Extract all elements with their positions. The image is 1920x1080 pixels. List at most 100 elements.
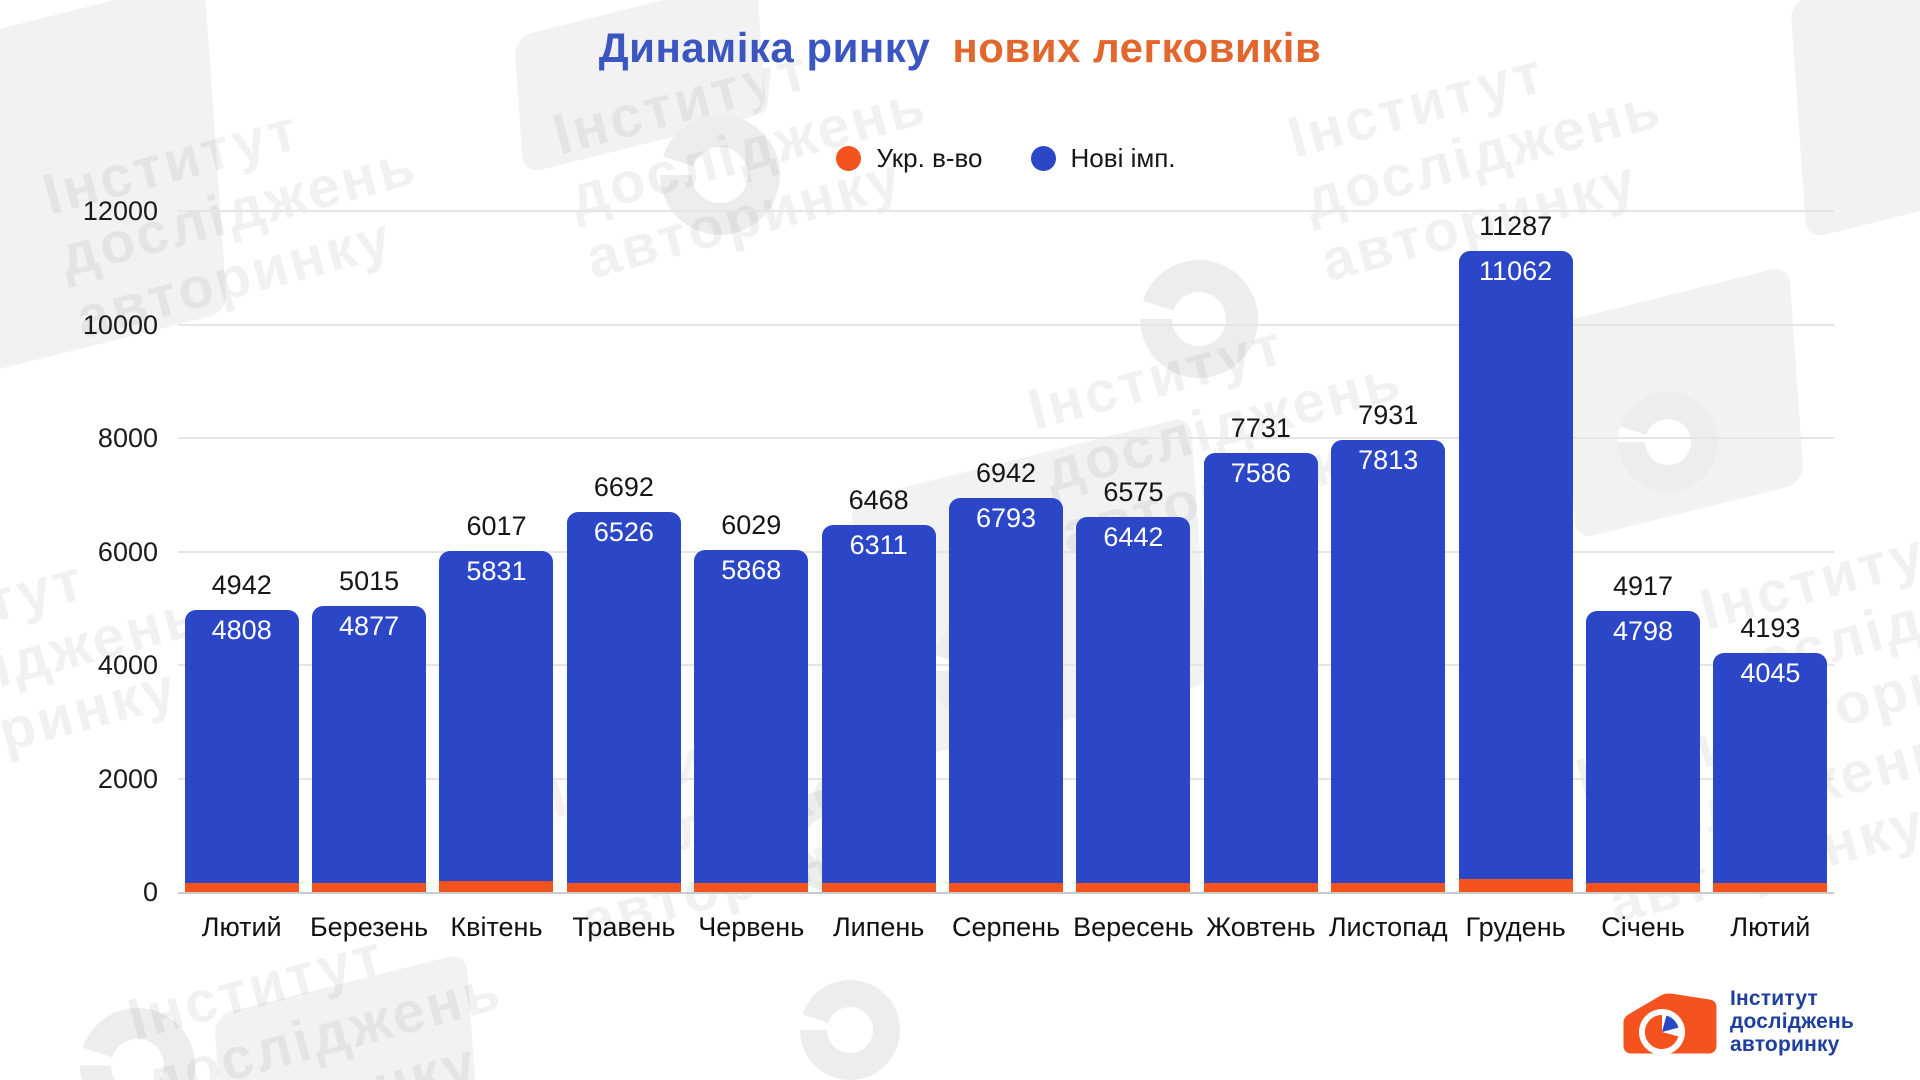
bar-segment-ua-production bbox=[1585, 883, 1700, 892]
x-tick-label-4: Травень bbox=[572, 912, 676, 942]
legend-label-new-imports: Нові імп. bbox=[1070, 143, 1176, 173]
bar-segment-imports: 6311 bbox=[821, 524, 936, 883]
bar-group-5: 6029 5868 bbox=[688, 211, 815, 892]
bar-group-11: 11287 11062 bbox=[1452, 211, 1579, 892]
bar-segment-ua-production bbox=[1713, 883, 1828, 892]
bar-segment-ua-production bbox=[694, 882, 809, 892]
bar-label-imports: 6311 bbox=[849, 529, 908, 560]
legend-item-ua-production: Укр. в-во bbox=[836, 143, 983, 174]
bar-label-imports: 11062 bbox=[1479, 256, 1553, 287]
bar-group-2: 5015 4877 bbox=[305, 211, 432, 892]
bar-group-10: 7931 7813 bbox=[1325, 211, 1452, 892]
x-tick-label-7: Серпень bbox=[951, 912, 1061, 942]
bar-label-imports: 4877 bbox=[339, 611, 400, 642]
bar-label-imports: 7586 bbox=[1230, 457, 1291, 488]
bar-stack: 6311 bbox=[821, 524, 936, 892]
bar-segment-ua-production bbox=[1331, 883, 1446, 892]
y-tick-label-0: 0 bbox=[142, 877, 158, 907]
bar-stack: 11062 bbox=[1458, 251, 1573, 892]
bar-segment-imports: 5831 bbox=[439, 550, 554, 882]
y-tick-label-8000: 8000 bbox=[97, 423, 158, 453]
bar-group-8: 6575 6442 bbox=[1070, 211, 1197, 892]
bar-segment-imports: 4798 bbox=[1585, 610, 1700, 883]
institute-logo: Інститут досліджень авторинку bbox=[1620, 980, 1854, 1062]
bar-segment-imports: 6442 bbox=[1076, 517, 1191, 883]
bar-segment-imports: 7813 bbox=[1331, 439, 1446, 883]
bar-stack: 4045 bbox=[1713, 653, 1828, 892]
bar-label-total: 4193 bbox=[1740, 613, 1801, 644]
bar-segment-ua-production bbox=[1203, 883, 1318, 892]
x-tick-label-13: Лютий bbox=[1730, 912, 1811, 942]
bar-stack: 5831 bbox=[439, 550, 554, 892]
watermark-pie-icon bbox=[660, 115, 780, 235]
legend-label-ua-production: Укр. в-во bbox=[876, 143, 983, 173]
y-tick-label-4000: 4000 bbox=[97, 650, 158, 680]
x-tick-label-9: Жовтень bbox=[1206, 912, 1316, 942]
bars-row: 4942 4808 5015 4877 6017 5831 6692 6526 6029 5868… bbox=[178, 211, 1834, 892]
bar-stack: 4808 bbox=[184, 610, 299, 892]
x-tick-label-12: Січень bbox=[1601, 912, 1685, 942]
x-tick-label-5: Червень bbox=[698, 912, 805, 942]
gridline-10000 bbox=[178, 323, 1834, 326]
chart-title-part1: Динаміка ринку bbox=[598, 24, 931, 71]
bar-segment-imports: 6526 bbox=[566, 512, 681, 883]
bar-label-imports: 6793 bbox=[975, 502, 1037, 533]
bar-group-12: 4917 4798 bbox=[1579, 211, 1706, 892]
bar-label-total: 6942 bbox=[976, 457, 1037, 488]
bar-segment-imports: 11062 bbox=[1458, 251, 1573, 880]
bar-label-total: 6575 bbox=[1103, 477, 1164, 508]
x-tick-label-11: Грудень bbox=[1465, 912, 1566, 942]
bar-group-1: 4942 4808 bbox=[178, 211, 305, 892]
bar-segment-ua-production bbox=[1458, 879, 1573, 892]
x-tick-label-10: Листопад bbox=[1328, 912, 1448, 942]
y-tick-label-10000: 10000 bbox=[82, 309, 158, 340]
gridline-8000 bbox=[178, 437, 1834, 439]
bar-label-imports: 5868 bbox=[721, 554, 782, 585]
watermark-pie-icon bbox=[1618, 392, 1718, 492]
car-pie-logo-icon bbox=[1623, 993, 1717, 1055]
x-tick-label-8: Вересень bbox=[1073, 912, 1194, 942]
bar-label-total: 5015 bbox=[339, 566, 400, 597]
x-axis-labels: Лютий Березень Квітень Травень Червень Липень… bbox=[178, 912, 1834, 943]
bar-label-imports: 6526 bbox=[593, 517, 654, 548]
bar-segment-ua-production bbox=[821, 883, 936, 892]
bar-stack: 4877 bbox=[312, 606, 427, 892]
logo-line-3: авторинку bbox=[1730, 1032, 1840, 1056]
bar-segment-ua-production bbox=[184, 883, 299, 892]
legend-dot-orange-icon bbox=[836, 146, 862, 171]
chart-title: Динаміка ринку нових легковиків bbox=[0, 24, 1920, 72]
x-tick-label-2: Березень bbox=[309, 912, 429, 942]
x-tick-label-3: Квітень bbox=[450, 912, 543, 942]
chart-legend: Укр. в-во Нові імп. bbox=[178, 143, 1834, 174]
y-tick-label-2000: 2000 bbox=[97, 763, 158, 794]
bar-label-total: 6692 bbox=[593, 472, 654, 503]
bar-stack: 6793 bbox=[949, 497, 1064, 892]
bar-label-total: 6029 bbox=[721, 509, 782, 540]
bar-group-4: 6692 6526 bbox=[560, 211, 687, 892]
bar-group-7: 6942 6793 bbox=[942, 211, 1069, 892]
bar-stack: 4798 bbox=[1585, 610, 1700, 892]
bar-stack: 6442 bbox=[1076, 517, 1191, 892]
bar-segment-imports: 5868 bbox=[694, 549, 809, 883]
bar-segment-imports: 4877 bbox=[312, 606, 427, 883]
x-tick-label-1: Лютий bbox=[201, 912, 282, 942]
gridline-12000 bbox=[178, 210, 1834, 212]
bar-stack: 5868 bbox=[694, 549, 809, 892]
bar-segment-ua-production bbox=[312, 883, 427, 892]
bar-label-total: 6468 bbox=[848, 484, 909, 515]
legend-item-new-imports: Нові імп. bbox=[1030, 143, 1176, 174]
x-axis-line bbox=[178, 892, 1834, 894]
bar-segment-imports: 7586 bbox=[1203, 452, 1318, 883]
bar-label-total: 7931 bbox=[1358, 399, 1419, 430]
bar-segment-imports: 4808 bbox=[184, 610, 299, 883]
bar-stack: 7813 bbox=[1331, 439, 1446, 892]
bar-stack: 6526 bbox=[566, 512, 681, 892]
bar-group-13: 4193 4045 bbox=[1707, 211, 1834, 892]
bar-group-9: 7731 7586 bbox=[1197, 211, 1324, 892]
watermark-pie-icon bbox=[1140, 260, 1258, 378]
legend-dot-blue-icon bbox=[1030, 146, 1056, 171]
chart-title-part2: нових легковиків bbox=[952, 24, 1322, 71]
logo-line-1: Інститут bbox=[1730, 986, 1819, 1010]
y-tick-label-6000: 6000 bbox=[97, 536, 158, 567]
